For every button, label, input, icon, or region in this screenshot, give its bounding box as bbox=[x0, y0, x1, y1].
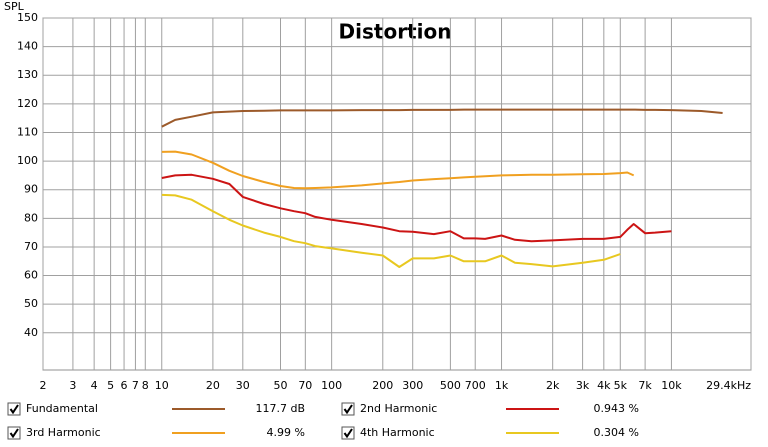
x-tick-label: 20 bbox=[206, 379, 220, 392]
legend-label: 3rd Harmonic bbox=[26, 426, 101, 439]
legend-item: Fundamental 117.7 dB bbox=[7, 402, 305, 416]
legend-label: 2nd Harmonic bbox=[360, 402, 437, 415]
y-tick-label: 120 bbox=[17, 97, 38, 110]
y-axis-label: SPL bbox=[4, 0, 25, 13]
y-tick-label: 100 bbox=[17, 154, 38, 167]
y-tick-label: 110 bbox=[17, 125, 38, 138]
checkbox-check bbox=[9, 404, 19, 415]
legend-readout: 4.99 % bbox=[267, 426, 305, 439]
series-line bbox=[161, 150, 635, 190]
x-tick-label: 500 bbox=[440, 379, 461, 392]
legend-checkbox[interactable] bbox=[341, 402, 355, 416]
y-tick-label: 140 bbox=[17, 40, 38, 53]
x-tick-label: 7 bbox=[132, 379, 139, 392]
x-tick-label: 2k bbox=[546, 379, 560, 392]
x-tick-label: 3 bbox=[69, 379, 76, 392]
y-tick-label: 80 bbox=[24, 211, 38, 224]
checkbox-check bbox=[343, 404, 353, 415]
legend-item: 4th Harmonic 0.304 % bbox=[341, 426, 639, 440]
y-tick-label: 150 bbox=[17, 11, 38, 24]
x-tick-label: 4k bbox=[597, 379, 611, 392]
x-tick-label: 4 bbox=[91, 379, 98, 392]
x-tick-label: 2 bbox=[40, 379, 47, 392]
x-tick-label: 6 bbox=[121, 379, 128, 392]
legend-item: 3rd Harmonic 4.99 % bbox=[7, 426, 305, 440]
legend-checkbox[interactable] bbox=[7, 402, 21, 416]
series-line bbox=[161, 173, 672, 243]
series-line bbox=[161, 193, 621, 268]
checkbox-box bbox=[341, 426, 355, 440]
plot-area bbox=[42, 17, 752, 371]
x-tick-label: 29.4kHz bbox=[706, 379, 751, 392]
checkbox-box bbox=[341, 402, 355, 416]
x-tick-label: 100 bbox=[321, 379, 342, 392]
y-tick-label: 60 bbox=[24, 269, 38, 282]
legend-readout: 0.943 % bbox=[594, 402, 639, 415]
x-tick-label: 8 bbox=[142, 379, 149, 392]
x-tick-label: 10 bbox=[155, 379, 169, 392]
x-tick-label: 50 bbox=[274, 379, 288, 392]
x-tick-label: 1k bbox=[495, 379, 509, 392]
y-tick-label: 70 bbox=[24, 240, 38, 253]
legend-checkbox[interactable] bbox=[7, 426, 21, 440]
legend-readout: 117.7 dB bbox=[255, 402, 305, 415]
legend-readout: 0.304 % bbox=[594, 426, 639, 439]
checkbox-box bbox=[7, 402, 21, 416]
x-tick-label: 300 bbox=[402, 379, 423, 392]
legend-label: 4th Harmonic bbox=[360, 426, 435, 439]
series-line bbox=[161, 108, 723, 128]
y-tick-label: 40 bbox=[24, 326, 38, 339]
chart-title: Distortion bbox=[339, 20, 452, 44]
checkbox-check bbox=[343, 428, 353, 439]
y-tick-label: 50 bbox=[24, 297, 38, 310]
x-tick-label: 200 bbox=[372, 379, 393, 392]
x-tick-label: 7k bbox=[638, 379, 652, 392]
x-tick-label: 10k bbox=[661, 379, 682, 392]
x-tick-label: 70 bbox=[298, 379, 312, 392]
x-tick-label: 5k bbox=[614, 379, 628, 392]
x-tick-label: 30 bbox=[236, 379, 250, 392]
legend-checkbox[interactable] bbox=[341, 426, 355, 440]
x-tick-label: 3k bbox=[576, 379, 590, 392]
y-tick-label: 130 bbox=[17, 68, 38, 81]
x-tick-label: 700 bbox=[465, 379, 486, 392]
y-tick-label: 90 bbox=[24, 183, 38, 196]
checkbox-box bbox=[7, 426, 21, 440]
legend-label: Fundamental bbox=[26, 402, 98, 415]
legend-item: 2nd Harmonic 0.943 % bbox=[341, 402, 639, 416]
x-tick-label: 5 bbox=[107, 379, 114, 392]
checkbox-check bbox=[9, 428, 19, 439]
